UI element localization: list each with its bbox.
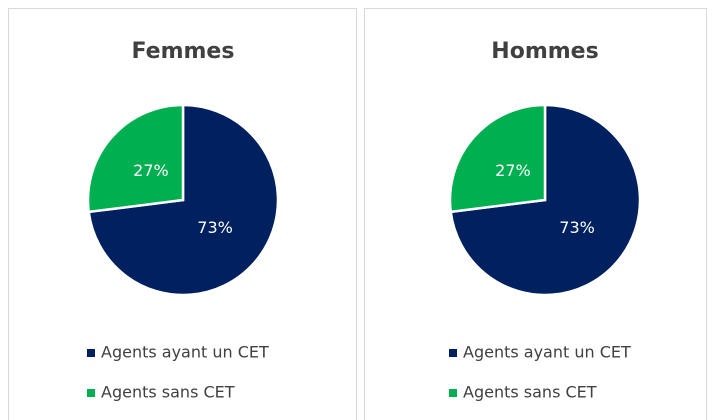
- legend-label: Agents ayant un CET: [463, 343, 631, 362]
- legend-label: Agents sans CET: [101, 383, 235, 402]
- data-label: 27%: [495, 161, 531, 180]
- legend-swatch: [449, 349, 457, 357]
- legend-swatch: [87, 389, 95, 397]
- data-label: 73%: [197, 218, 233, 237]
- chart-title: Hommes: [491, 39, 598, 64]
- pie-slice: [448, 103, 547, 214]
- chart-title: Femmes: [132, 39, 235, 64]
- legend-swatch: [87, 349, 95, 357]
- data-label: 27%: [133, 161, 169, 180]
- pie-slice: [86, 103, 185, 214]
- data-label: 73%: [559, 218, 595, 237]
- legend-label: Agents sans CET: [463, 383, 597, 402]
- legend-label: Agents ayant un CET: [101, 343, 269, 362]
- legend-swatch: [449, 389, 457, 397]
